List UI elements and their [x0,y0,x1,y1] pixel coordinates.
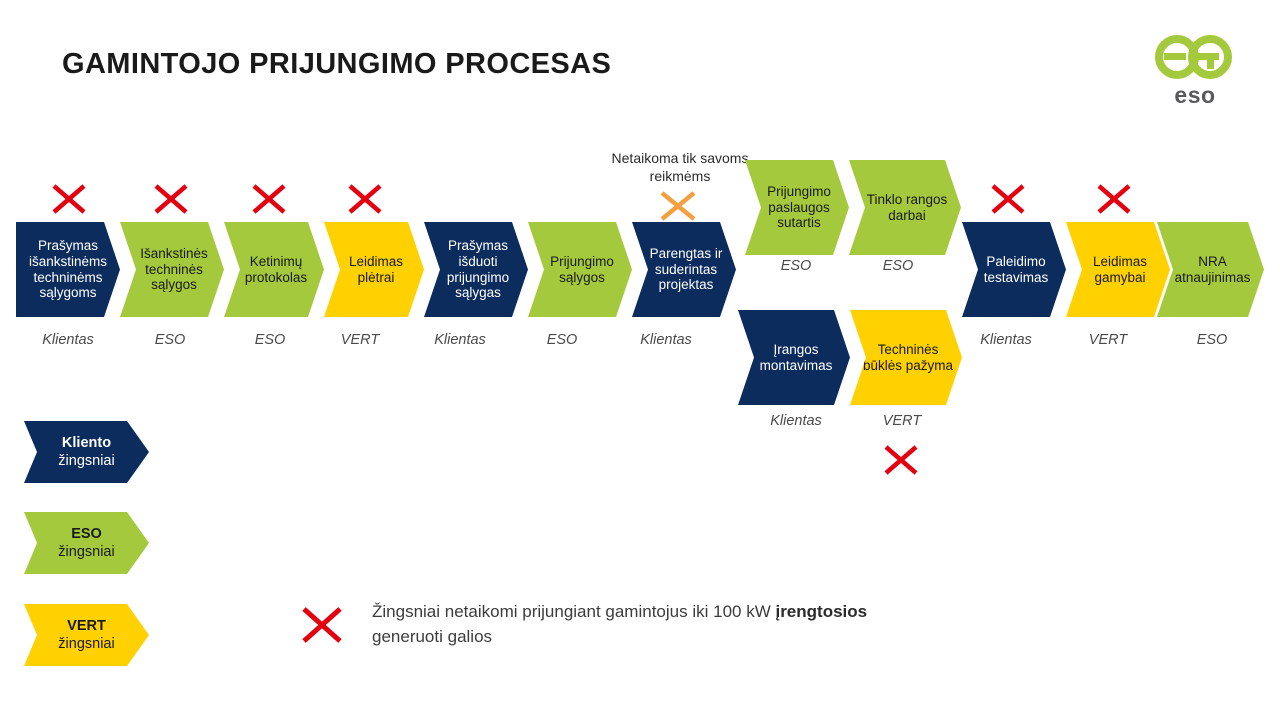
footnote-part2: generuoti galios [372,626,493,646]
legend-item-eso[interactable]: ESO žingsniai [24,512,149,574]
red-x-icon [252,184,286,214]
process-step[interactable]: Leidimas plėtrai [324,222,424,317]
step-owner: VERT [340,332,380,348]
process-step[interactable]: Prijungimo sąlygos [528,222,632,317]
red-x-icon [348,184,382,214]
step-owner: ESO [882,258,914,274]
step-owner: ESO [154,332,186,348]
red-x-icon [1097,184,1131,214]
red-x-icon [154,184,188,214]
branch-note: Netaikoma tik savoms reikmėms [611,150,749,185]
legend-label-line2: žingsniai [58,544,115,560]
step-owner: VERT [1088,332,1128,348]
step-label: Parengtas ir suderintas projektas [649,246,723,293]
step-label: Leidimas plėtrai [348,253,404,285]
step-owner: ESO [546,332,578,348]
step-owner: Klientas [770,413,822,429]
step-label: Techninės būklės pažyma [862,341,954,373]
step-owner: VERT [882,413,922,429]
legend-label-line2: žingsniai [58,453,115,469]
red-x-icon [302,607,342,643]
step-label: Prašymas išduoti prijungimo sąlygas [446,238,510,301]
legend-label-line1: Kliento [61,434,112,451]
step-label: Ketinimų protokolas [244,253,308,285]
orange-x-icon [660,191,696,221]
step-owner: ESO [780,258,812,274]
legend-item-klientas[interactable]: Kliento žingsniai [24,421,149,483]
legend-label-line2: žingsniai [58,636,115,652]
process-step[interactable]: Prašymas išankstinėms techninėms sąlygom… [16,222,120,317]
process-step[interactable]: Prašymas išduoti prijungimo sąlygas [424,222,528,317]
legend-label-line1: VERT [67,617,106,634]
process-step[interactable]: NRA atnaujinimas [1157,222,1264,317]
process-step[interactable]: Paleidimo testavimas [962,222,1066,317]
footnote-bold: įrengtosios [775,602,868,621]
process-step[interactable]: Leidimas gamybai [1066,222,1170,317]
step-label: Prijungimo sąlygos [550,253,614,285]
footnote-part1: Žingsniai netaikomi prijungiant gamintoj… [372,602,776,621]
eso-chain-logo-icon [1155,35,1232,79]
step-label: Išankstinės techninės sąlygos [140,246,208,293]
process-step[interactable]: Išankstinės techninės sąlygos [120,222,224,317]
step-owner: Klientas [434,332,486,348]
step-label: Įrangos montavimas [759,341,833,373]
legend-label-line1: ESO [71,525,102,542]
step-label: Prijungimo paslaugos sutartis [767,184,831,231]
step-owner: Klientas [640,332,692,348]
step-label: Leidimas gamybai [1092,253,1148,285]
step-label: NRA atnaujinimas [1174,253,1251,285]
red-x-icon [884,445,918,475]
logo-wordmark: eso [1174,82,1216,108]
step-owner: Klientas [980,332,1032,348]
process-step[interactable]: Ketinimų protokolas [224,222,324,317]
process-step[interactable]: Įrangos montavimas [738,310,850,405]
red-x-icon [52,184,86,214]
process-step[interactable]: Parengtas ir suderintas projektas [632,222,736,317]
footnote: Žingsniai netaikomi prijungiant gamintoj… [372,600,912,649]
step-label: Tinklo rangos darbai [866,191,948,223]
legend-item-vert[interactable]: VERT žingsniai [24,604,149,666]
step-label: Prašymas išankstinėms techninėms sąlygom… [28,238,108,301]
process-step[interactable]: Tinklo rangos darbai [849,160,961,255]
page-title: GAMINTOJO PRIJUNGIMO PROCESAS [62,48,612,80]
process-step[interactable]: Techninės būklės pažyma [850,310,962,405]
red-x-icon [991,184,1025,214]
step-owner: ESO [1196,332,1228,348]
step-owner: ESO [254,332,286,348]
process-step[interactable]: Prijungimo paslaugos sutartis [745,160,849,255]
step-label: Paleidimo testavimas [983,253,1049,285]
step-owner: Klientas [42,332,94,348]
eso-logo: eso [1150,33,1240,108]
